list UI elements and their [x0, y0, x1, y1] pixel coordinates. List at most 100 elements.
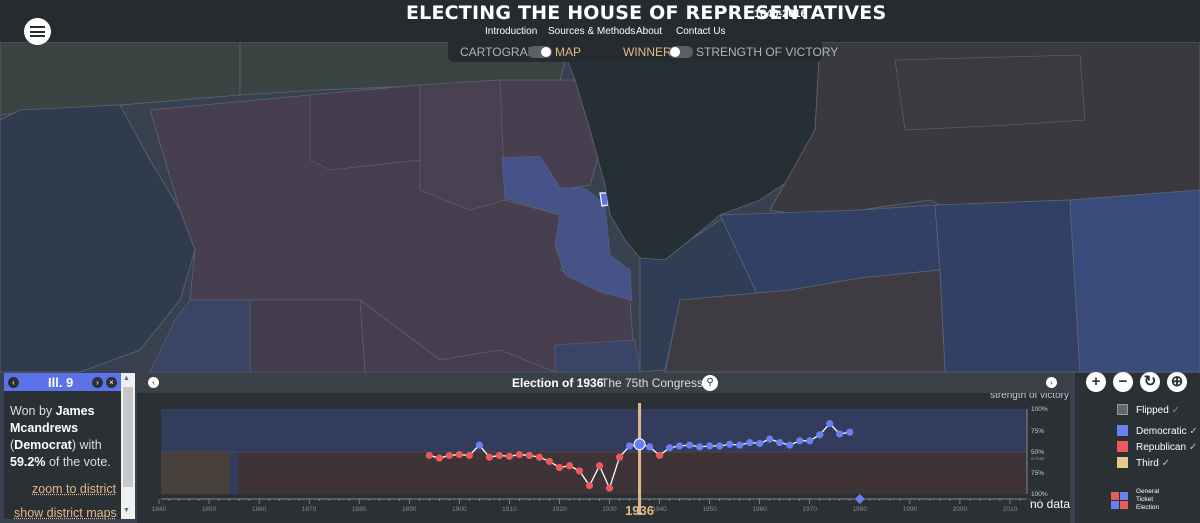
data-point[interactable]: [846, 428, 854, 436]
reset-button[interactable]: ↻: [1140, 372, 1160, 392]
data-point[interactable]: [645, 443, 654, 451]
next-district-icon[interactable]: ›: [92, 376, 103, 388]
scroll-down-icon[interactable]: ▼: [123, 507, 130, 514]
data-point[interactable]: [615, 453, 624, 461]
strength-label[interactable]: STRENGTH OF VICTORY: [696, 45, 839, 59]
data-point[interactable]: [836, 430, 844, 438]
map-district-f[interactable]: [554, 339, 641, 373]
data-point[interactable]: [625, 442, 634, 450]
next-election-icon[interactable]: ›: [1046, 377, 1057, 388]
winner-label[interactable]: WINNER: [623, 45, 672, 59]
scroll-up-icon[interactable]: ▲: [123, 375, 130, 382]
strength-chart[interactable]: 100% 75% 50% 75% 100% or less strength of vic…: [137, 393, 1070, 523]
selected-year-marker[interactable]: [638, 403, 642, 515]
map-label[interactable]: MAP: [555, 45, 582, 59]
data-point[interactable]: [736, 441, 744, 449]
map-district-b[interactable]: [419, 79, 506, 211]
data-point[interactable]: [665, 444, 674, 452]
map-district-c[interactable]: [249, 299, 366, 373]
republican-swatch[interactable]: [1117, 441, 1128, 452]
data-point[interactable]: [555, 463, 564, 472]
data-point[interactable]: [816, 431, 824, 439]
congress-label: The 75th Congress: [601, 376, 704, 390]
data-point[interactable]: [655, 451, 664, 460]
zoom-in-button[interactable]: +: [1086, 372, 1106, 392]
nav-contact-us[interactable]: Contact Us: [676, 26, 726, 37]
map-district-chicago[interactable]: [501, 155, 633, 301]
nav-introduction[interactable]: Introduction: [485, 26, 538, 37]
data-point[interactable]: [796, 437, 804, 445]
map-region-ohio-nw[interactable]: [934, 199, 1081, 373]
data-point[interactable]: [495, 451, 503, 460]
data-point[interactable]: [525, 451, 534, 460]
show-district-maps-link[interactable]: show district maps: [14, 506, 117, 520]
map-region-michigan[interactable]: [769, 41, 1200, 216]
map-district-mi-a[interactable]: [894, 54, 1086, 131]
data-point[interactable]: [633, 438, 646, 451]
district-summary: Won by James Mcandrews (Democrat) with 5…: [10, 404, 111, 469]
data-point[interactable]: [485, 453, 493, 461]
legend-republican[interactable]: Republican ✓: [1136, 442, 1197, 453]
data-point[interactable]: [746, 438, 754, 447]
map-region-ohio[interactable]: [1069, 189, 1200, 373]
map-district-a[interactable]: [309, 84, 421, 171]
data-point[interactable]: [535, 453, 544, 461]
data-point[interactable]: [756, 439, 764, 447]
data-point[interactable]: [786, 441, 794, 449]
data-point[interactable]: [706, 442, 714, 450]
locate-button[interactable]: ⊕: [1167, 372, 1187, 392]
legend-democratic[interactable]: Democratic ✓: [1136, 426, 1198, 437]
data-point[interactable]: [475, 441, 483, 449]
data-point[interactable]: [545, 457, 554, 466]
menu-button[interactable]: [24, 18, 51, 45]
data-point[interactable]: [585, 481, 594, 490]
legend-third[interactable]: Third ✓: [1136, 458, 1170, 469]
nav-sources-methods[interactable]: Sources & Methods: [548, 26, 636, 37]
data-point[interactable]: [575, 467, 584, 475]
data-point[interactable]: [716, 442, 724, 450]
map-district-e[interactable]: [149, 299, 251, 373]
zoom-out-button[interactable]: −: [1113, 372, 1133, 392]
data-point[interactable]: [455, 450, 463, 459]
legend-general-ticket[interactable]: General Ticket Election: [1136, 488, 1160, 511]
y-axis-labels: 100% 75% 50% 75% 100% or less: [1031, 406, 1048, 498]
data-point[interactable]: [675, 442, 684, 450]
map-region-indiana-c[interactable]: [664, 269, 946, 373]
search-icon[interactable]: ⚲: [702, 375, 718, 391]
cartogram-label[interactable]: CARTOGRAM: [460, 45, 538, 59]
data-point[interactable]: [776, 438, 784, 447]
data-point[interactable]: [806, 437, 814, 445]
data-point[interactable]: [605, 484, 614, 492]
data-point[interactable]: [565, 462, 574, 470]
data-point[interactable]: [425, 451, 433, 460]
data-point[interactable]: [435, 454, 443, 462]
data-point[interactable]: [505, 452, 513, 460]
data-point[interactable]: [696, 443, 704, 451]
data-point[interactable]: [766, 435, 774, 443]
prev-district-icon[interactable]: ‹: [8, 376, 19, 388]
zoom-to-district-link[interactable]: zoom to district: [32, 482, 117, 496]
legend-flipped[interactable]: Flipped ✓: [1136, 405, 1180, 416]
scroll-thumb[interactable]: [123, 387, 133, 487]
map-district-d[interactable]: [359, 299, 556, 373]
vote-share: 59.2%: [10, 455, 46, 469]
view-switch[interactable]: [528, 46, 552, 58]
info-scrollbar[interactable]: ▲ ▼: [121, 373, 135, 519]
close-icon[interactable]: ×: [106, 376, 117, 388]
democratic-swatch[interactable]: [1117, 425, 1128, 436]
mode-switch[interactable]: [669, 46, 693, 58]
data-point[interactable]: [686, 441, 694, 449]
nav-about[interactable]: About: [636, 26, 663, 37]
x-tick-label: 1940: [652, 506, 667, 513]
data-point[interactable]: [826, 420, 834, 428]
prev-election-icon[interactable]: ‹: [148, 377, 159, 388]
third-swatch[interactable]: [1117, 457, 1128, 468]
data-point[interactable]: [595, 462, 604, 470]
election-label: Election of 1936: [512, 376, 604, 390]
data-point[interactable]: [726, 440, 734, 448]
data-point[interactable]: [465, 451, 473, 460]
data-point[interactable]: [515, 450, 524, 459]
flipped-swatch[interactable]: [1117, 404, 1128, 415]
data-point[interactable]: [445, 451, 453, 460]
